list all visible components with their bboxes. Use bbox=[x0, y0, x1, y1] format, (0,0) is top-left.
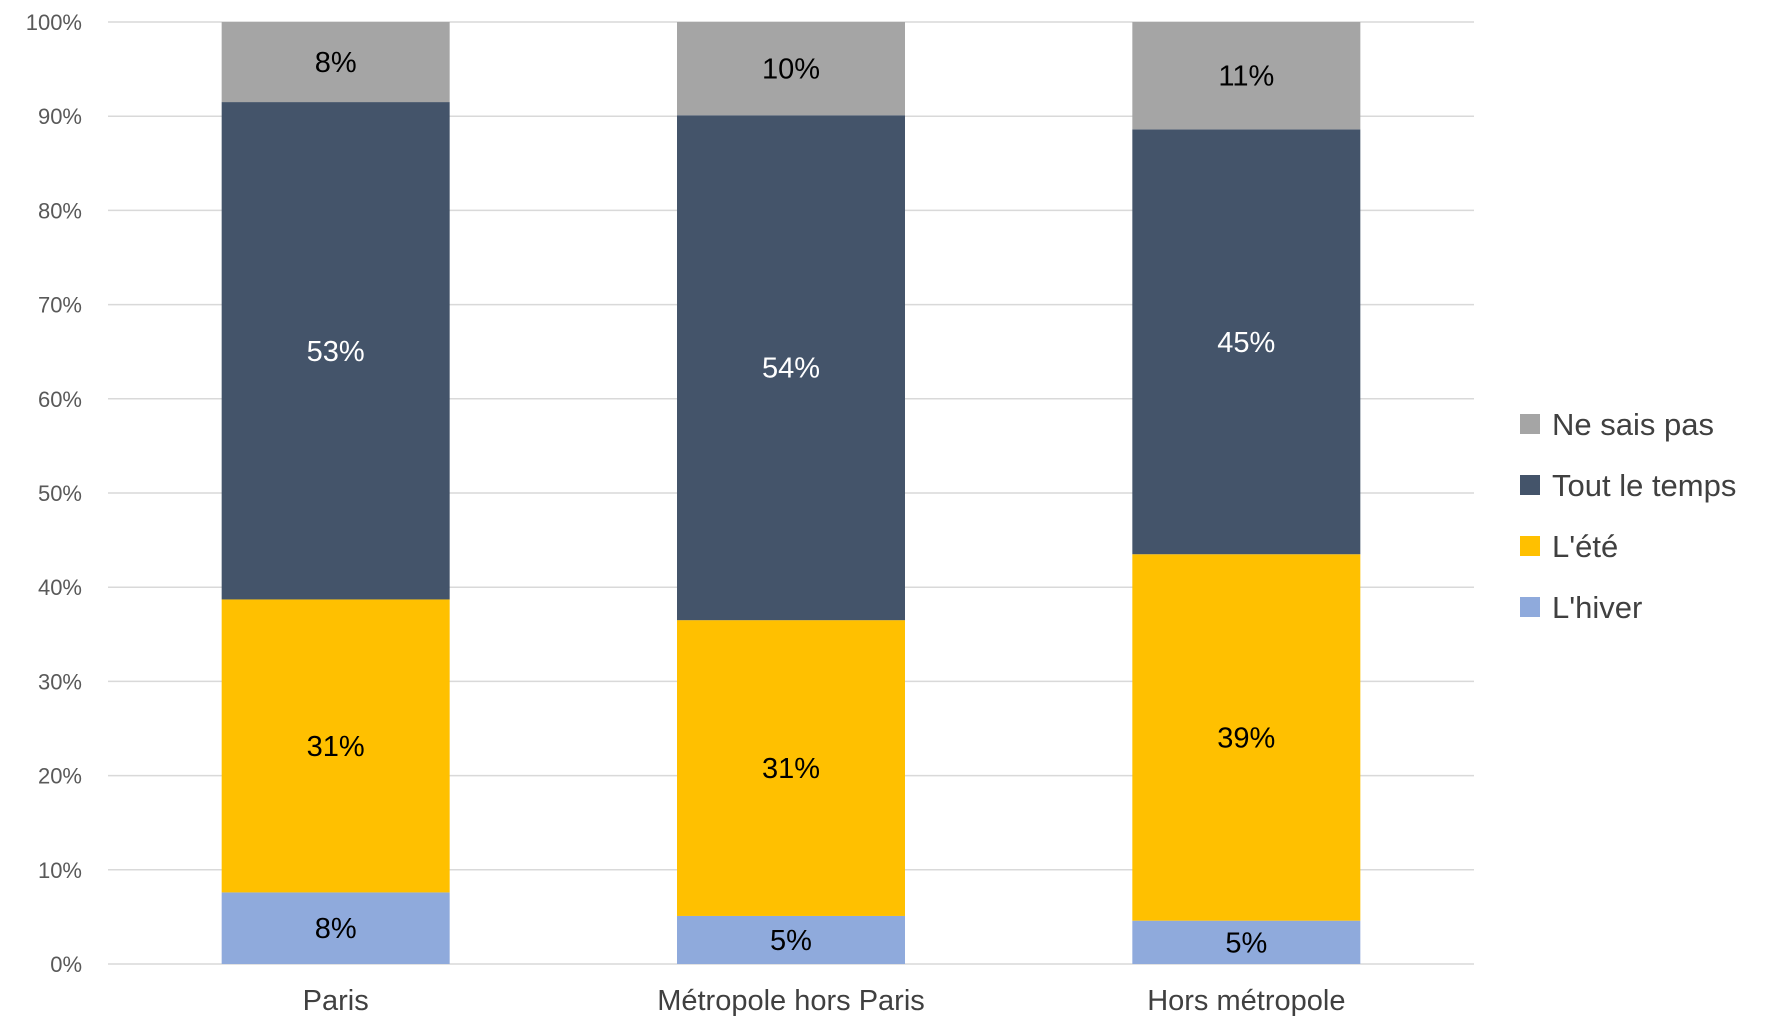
data-label: 8% bbox=[315, 913, 357, 945]
bars bbox=[221, 22, 1361, 964]
legend-item: L'hiver bbox=[1520, 590, 1642, 625]
bar-segment bbox=[221, 22, 450, 103]
y-tick-label: 80% bbox=[38, 198, 82, 223]
y-tick-label: 30% bbox=[38, 669, 82, 694]
bar-segment bbox=[677, 915, 905, 964]
bar-segment bbox=[1132, 554, 1361, 921]
legend-swatch bbox=[1520, 414, 1540, 434]
y-tick-label: 20% bbox=[38, 764, 82, 789]
data-label: 5% bbox=[770, 925, 812, 957]
legend-swatch bbox=[1520, 536, 1540, 556]
legend-item: Tout le temps bbox=[1520, 468, 1736, 503]
y-tick-label: 0% bbox=[50, 952, 82, 977]
data-label: 31% bbox=[307, 731, 365, 763]
category-label: Paris bbox=[303, 985, 369, 1017]
bar-segment bbox=[677, 115, 905, 621]
y-tick-label: 90% bbox=[38, 104, 82, 129]
data-label: 11% bbox=[1218, 61, 1274, 93]
data-label: 10% bbox=[762, 54, 820, 86]
data-label: 53% bbox=[307, 336, 365, 368]
data-label: 8% bbox=[315, 47, 357, 79]
legend-label: L'été bbox=[1552, 529, 1618, 564]
data-label: 39% bbox=[1217, 722, 1275, 754]
bar-segment bbox=[677, 22, 905, 116]
y-tick-label: 100% bbox=[26, 10, 82, 35]
y-axis-ticks: 0% 10% 20% 30% 40% 50% 60% 70% 80% 90% 100% bbox=[26, 10, 82, 977]
y-tick-label: 50% bbox=[38, 481, 82, 506]
data-label: 54% bbox=[762, 353, 820, 385]
data-label: 31% bbox=[762, 753, 820, 785]
legend: Ne sais pas Tout le temps L'été L'hiver bbox=[1520, 407, 1736, 625]
legend-label: L'hiver bbox=[1552, 590, 1642, 625]
bar-segment bbox=[221, 102, 450, 600]
y-tick-label: 70% bbox=[38, 293, 82, 318]
data-labels: 8% 31% 53% 8% 5% 31% 54% 10% 5% 39% 45% 11% bbox=[307, 47, 1276, 959]
y-tick-label: 40% bbox=[38, 575, 82, 600]
x-axis-categories: Paris Métropole hors Paris Hors métropole bbox=[303, 985, 1346, 1017]
legend-label: Tout le temps bbox=[1552, 468, 1736, 503]
category-label: Hors métropole bbox=[1147, 985, 1345, 1017]
bar-segment bbox=[677, 620, 905, 916]
category-label: Métropole hors Paris bbox=[657, 985, 925, 1017]
y-tick-label: 10% bbox=[38, 858, 82, 883]
legend-item: Ne sais pas bbox=[1520, 407, 1714, 442]
bar-segment bbox=[1132, 22, 1361, 130]
legend-item: L'été bbox=[1520, 529, 1618, 564]
legend-label: Ne sais pas bbox=[1552, 407, 1714, 442]
bar-segment bbox=[221, 599, 450, 893]
data-label: 5% bbox=[1225, 927, 1267, 959]
bar-segment bbox=[1132, 920, 1361, 964]
bar-segment bbox=[1132, 129, 1361, 555]
legend-swatch bbox=[1520, 597, 1540, 617]
data-label: 45% bbox=[1217, 327, 1275, 359]
y-tick-label: 60% bbox=[38, 387, 82, 412]
legend-swatch bbox=[1520, 475, 1540, 495]
bar-segment bbox=[221, 892, 450, 964]
